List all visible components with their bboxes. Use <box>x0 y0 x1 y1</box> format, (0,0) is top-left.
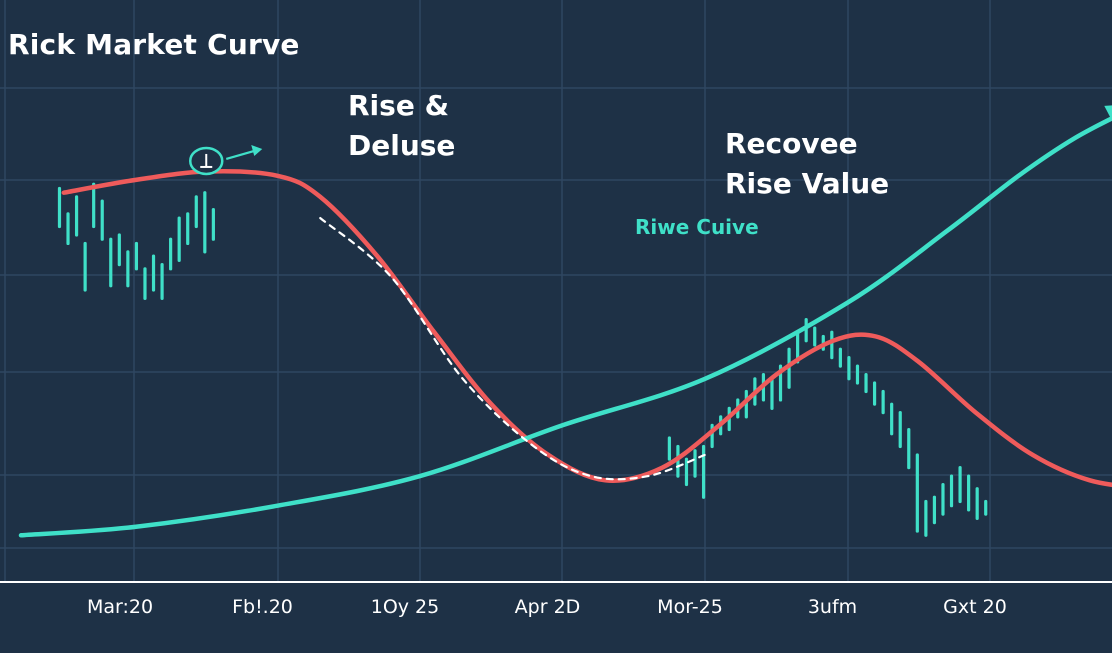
peak-marker-arrowhead <box>251 144 263 156</box>
chart-title: Rick Market Curve <box>8 28 300 61</box>
annotation-line: Recovee <box>725 127 858 160</box>
grid <box>0 0 1112 582</box>
x-tick-label: Mor-25 <box>657 596 723 618</box>
series-arrowhead-1 <box>1104 105 1112 121</box>
x-tick-label: Fb!.20 <box>232 596 293 618</box>
peak-marker <box>189 144 263 176</box>
x-tick-label: 3ufm <box>807 596 858 618</box>
annotation-line: Rise Value <box>725 167 890 200</box>
peak-marker-arrow <box>225 149 255 161</box>
series-line-2 <box>319 217 707 481</box>
series-line-0 <box>61 169 1112 488</box>
x-tick-label: Apr 2D <box>514 596 581 618</box>
annotation-rise-deluse: Rise & Deluse <box>348 86 455 166</box>
x-tick-label: Gxt 20 <box>943 596 1007 618</box>
x-tick-label: Mar:20 <box>86 596 154 618</box>
series-line-1 <box>18 115 1112 538</box>
candlestick-bars <box>57 182 988 537</box>
annotation-riwe-cuive: Riwe Cuive <box>635 215 759 239</box>
annotation-line: Rise & <box>348 89 449 122</box>
annotation-line: Deluse <box>348 129 456 162</box>
series-lines <box>18 105 1112 538</box>
annotation-recovee: Recovee Rise Value <box>725 124 889 204</box>
x-tick-label: 1Oy 25 <box>370 596 440 618</box>
